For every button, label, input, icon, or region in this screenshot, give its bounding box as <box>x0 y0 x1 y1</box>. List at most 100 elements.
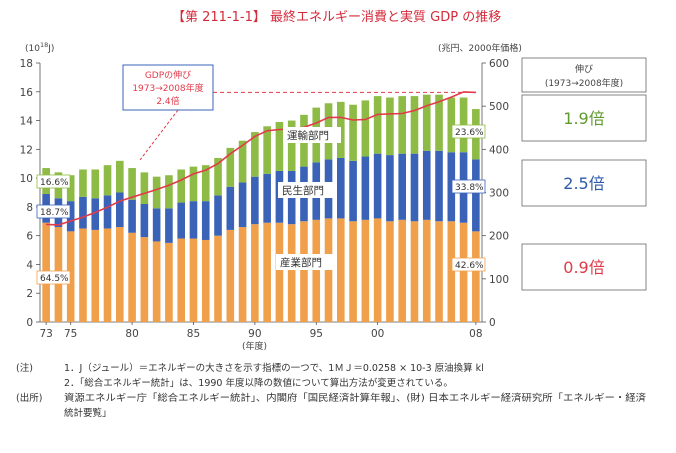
bar-industry-86 <box>201 239 210 322</box>
bar-transport-91 <box>263 126 271 174</box>
growth-industry-value: 0.9倍 <box>563 258 604 277</box>
left-tick-label: 6 <box>26 231 33 243</box>
bar-transport-88 <box>226 147 235 187</box>
right-tick-label: 200 <box>489 231 509 243</box>
bar-transport-03 <box>410 96 419 154</box>
x-axis-label: (年度) <box>242 340 267 352</box>
right-tick-label: 300 <box>489 188 509 200</box>
bar-industry-00 <box>373 218 382 322</box>
bar-industry-01 <box>386 221 394 322</box>
growth-residential-value: 2.5倍 <box>563 174 604 193</box>
gdp-note-box <box>122 64 214 111</box>
share-2008-residential-box <box>451 179 486 194</box>
bar-transport-80 <box>128 168 136 200</box>
note-line-3: 資源エネルギー庁「総合エネルギー統計」、内閣府「国民経済計算年報」、(財) 日本… <box>64 392 647 404</box>
growth-industry-box <box>521 243 647 291</box>
bar-industry-94 <box>300 221 308 322</box>
bar-transport-76 <box>79 169 87 197</box>
bar-industry-83 <box>165 242 173 322</box>
bar-industry-89 <box>238 227 247 322</box>
bar-industry-80 <box>128 232 136 322</box>
bar-transport-82 <box>152 176 161 209</box>
share-1973-transport-box <box>36 174 71 189</box>
bar-residential-99 <box>361 156 370 220</box>
bar-residential-01 <box>386 155 394 222</box>
x-tick-label: 90 <box>248 328 261 340</box>
bar-residential-81 <box>140 204 149 238</box>
right-axis-unit: (兆円、2000年価格) <box>438 42 522 54</box>
bar-residential-02 <box>398 153 407 220</box>
bar-residential-80 <box>128 199 136 233</box>
bar-transport-86 <box>201 165 210 202</box>
bar-industry-88 <box>226 229 235 322</box>
right-tick-label: 400 <box>489 144 509 156</box>
growth-panel-header-box <box>521 57 647 93</box>
bar-industry-78 <box>103 228 112 322</box>
x-tick-label: 73 <box>39 328 52 340</box>
bar-residential-84 <box>177 202 186 239</box>
right-tick-label: 100 <box>489 274 509 286</box>
industry-label-bg <box>276 254 334 270</box>
bar-industry-08 <box>472 231 480 322</box>
bar-residential-97 <box>336 157 345 219</box>
share-1973-industry: 64.5% <box>40 274 69 284</box>
chart-title: 【第 211-1-1】 最終エネルギー消費と実質 GDP の推移 <box>172 9 501 25</box>
bar-industry-98 <box>349 221 357 322</box>
bar-residential-86 <box>201 201 210 240</box>
bar-industry-07 <box>459 222 468 322</box>
bar-transport-00 <box>373 96 382 154</box>
bar-residential-08 <box>472 159 480 232</box>
bar-residential-03 <box>410 153 419 222</box>
share-1973-residential-box <box>36 204 71 219</box>
bar-industry-05 <box>435 221 443 322</box>
gdp-note-line2: 1973→2008年度 <box>132 82 203 94</box>
bar-industry-03 <box>410 221 419 322</box>
bar-transport-92 <box>275 121 284 171</box>
growth-transport-value: 1.9倍 <box>563 109 604 128</box>
bar-residential-89 <box>238 182 247 228</box>
bar-industry-90 <box>251 224 259 322</box>
bar-residential-04 <box>422 150 431 220</box>
x-tick-label: 80 <box>125 328 138 340</box>
share-2008-industry-box <box>451 257 486 272</box>
bar-transport-79 <box>115 160 124 193</box>
bar-transport-99 <box>361 100 370 157</box>
bar-transport-98 <box>349 104 357 161</box>
bar-transport-06 <box>447 97 456 153</box>
share-2008-transport-box <box>451 124 486 139</box>
bar-residential-77 <box>91 198 100 230</box>
bar-residential-00 <box>373 153 382 219</box>
left-tick-label: 12 <box>20 144 33 156</box>
bar-industry-04 <box>422 219 431 322</box>
bar-industry-96 <box>324 218 333 322</box>
right-tick-label: 0 <box>489 317 496 329</box>
note-line-1: 1．J（ジュール）＝エネルギーの大きさを示す指標の一つで、1ＭＪ＝0.0258 … <box>64 362 484 374</box>
plot-area: 0 2 4 6 8 10 12 14 16 18 0 100 200 300 400 500 600 73 75 80… <box>20 58 509 340</box>
bar-residential-79 <box>115 192 124 228</box>
bar-transport-04 <box>422 94 431 151</box>
transport-segment-label: 運輸部門 <box>287 129 329 142</box>
bar-transport-77 <box>91 169 100 199</box>
bar-residential-78 <box>103 195 112 229</box>
bar-industry-85 <box>189 238 198 322</box>
bar-residential-90 <box>251 176 259 225</box>
gdp-line <box>46 91 476 226</box>
bar-industry-95 <box>312 219 321 322</box>
left-tick-label: 10 <box>20 173 33 185</box>
bar-transport-87 <box>214 157 222 196</box>
share-2008-transport: 23.6% <box>455 128 484 138</box>
note-prefix-1: (注) <box>16 362 33 374</box>
gdp-note-line3: 2.4倍 <box>156 95 179 107</box>
note-prefix-3: (出所) <box>16 392 42 404</box>
bar-transport-89 <box>238 140 247 183</box>
transport-label-bg <box>283 127 341 143</box>
bar-industry-75 <box>66 231 75 322</box>
residential-segment-label: 民生部門 <box>282 184 324 197</box>
bar-transport-05 <box>435 94 443 151</box>
bar-industry-97 <box>336 218 345 322</box>
share-1973-transport: 16.6% <box>40 178 69 188</box>
bar-transport-85 <box>189 166 198 202</box>
bar-industry-77 <box>91 229 100 322</box>
x-tick-label: 95 <box>310 328 323 340</box>
bar-transport-81 <box>140 172 149 205</box>
